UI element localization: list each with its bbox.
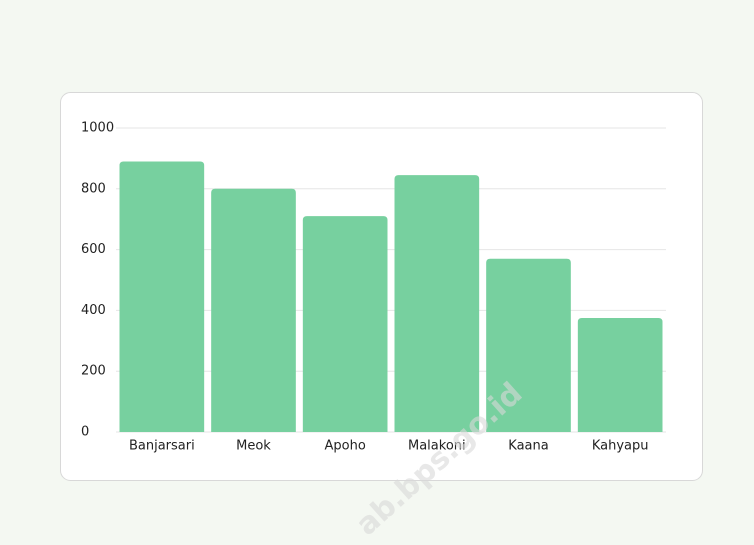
bar xyxy=(302,216,388,432)
bar xyxy=(577,318,663,432)
x-tick-label: Kahyapu xyxy=(592,439,649,454)
bar xyxy=(211,188,296,432)
x-tick-label: Kaana xyxy=(508,439,548,454)
y-tick-label: 600 xyxy=(81,242,106,257)
x-tick-label: Banjarsari xyxy=(129,439,195,454)
bar xyxy=(486,258,571,432)
y-tick-label: 1000 xyxy=(81,121,114,136)
y-tick-label: 400 xyxy=(81,303,106,318)
x-tick-label: Meok xyxy=(236,439,271,454)
bar xyxy=(119,161,205,432)
bar xyxy=(394,175,480,432)
y-tick-label: 800 xyxy=(81,181,106,196)
y-tick-label: 0 xyxy=(81,425,89,440)
x-tick-label: Apoho xyxy=(325,439,366,454)
x-tick-label: Malakoni xyxy=(408,439,466,454)
y-tick-label: 200 xyxy=(81,364,106,379)
